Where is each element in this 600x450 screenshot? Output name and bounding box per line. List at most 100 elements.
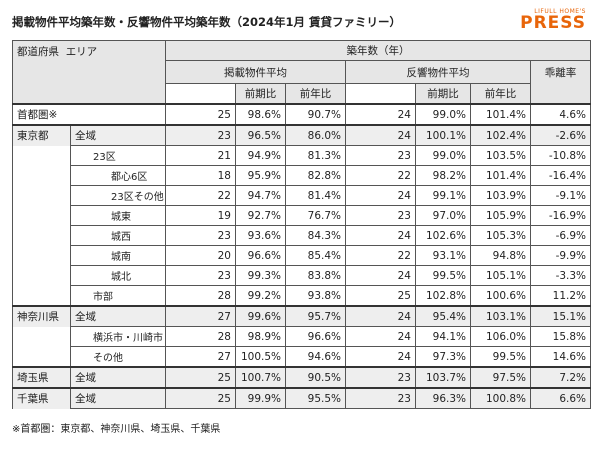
pref-cell [12, 326, 71, 347]
area-cell: 全域 [70, 387, 166, 409]
table-row: 千葉県 全域 25 99.9% 95.5% 23 96.3% 100.8% 6.6% [12, 387, 592, 409]
pref-cell [12, 145, 71, 166]
value-cell: 96.6% [285, 326, 346, 347]
value-cell: -2.6% [529, 124, 592, 146]
value-cell: 24 [345, 225, 416, 246]
value-cell: -10.8% [529, 145, 592, 166]
header-cell: 前年比 [470, 83, 531, 105]
value-cell: 98.6% [235, 103, 286, 126]
value-cell: 28 [165, 285, 236, 307]
value-cell: 100.8% [470, 387, 531, 409]
value-cell: 100.7% [235, 366, 286, 389]
value-cell: 98.2% [415, 165, 471, 186]
table-row: 城北 23 99.3% 83.8% 24 99.5% 105.1% -3.3% [12, 265, 592, 286]
value-cell: 15.1% [529, 305, 592, 327]
value-cell: 83.8% [285, 265, 346, 286]
value-cell: 93.8% [285, 285, 346, 307]
value-cell: 27 [165, 305, 236, 327]
value-cell: 102.8% [415, 285, 471, 307]
table-row: 城南 20 96.6% 85.4% 22 93.1% 94.8% -9.9% [12, 245, 592, 266]
value-cell: 25 [165, 366, 236, 389]
value-cell: 25 [165, 103, 236, 126]
header-cell: 前期比 [415, 83, 471, 105]
value-cell: 103.1% [470, 305, 531, 327]
value-cell: 93.1% [415, 245, 471, 266]
value-cell: 97.3% [415, 346, 471, 368]
value-cell: 23 [345, 145, 416, 166]
header-cell [345, 83, 416, 105]
value-cell: 101.4% [470, 103, 531, 126]
value-cell: 101.4% [470, 165, 531, 186]
logo-top: LIFULL HOME'S [534, 8, 586, 15]
header-cell: 築年数（年） [164, 40, 592, 61]
value-cell: 100.5% [235, 346, 286, 368]
area-cell: 23区その他 [70, 185, 166, 206]
pref-cell [12, 225, 71, 246]
value-cell: 103.5% [470, 145, 531, 166]
value-cell: 92.7% [235, 205, 286, 226]
value-cell: 6.6% [529, 387, 592, 409]
table-body: 首都圏※ 25 98.6% 90.7% 24 99.0% 101.4% 4.6% 東京都 全域 23… [12, 103, 592, 409]
table-row: 市部 28 99.2% 93.8% 25 102.8% 100.6% 11.2% [12, 285, 592, 307]
value-cell: 22 [165, 185, 236, 206]
value-cell: 24 [345, 346, 416, 368]
value-cell: 81.3% [285, 145, 346, 166]
footnote: ※首都圏：東京都、神奈川県、埼玉県、千葉県 [12, 424, 221, 435]
pref-cell [12, 205, 71, 226]
value-cell: 24 [345, 326, 416, 347]
value-cell: 93.6% [235, 225, 286, 246]
value-cell: 86.0% [285, 124, 346, 146]
value-cell: 84.3% [285, 225, 346, 246]
pref-cell [12, 165, 71, 186]
pref-cell: 神奈川県 [12, 305, 71, 327]
value-cell: 25 [345, 285, 416, 307]
value-cell: -9.9% [529, 245, 592, 266]
header-cell: 掲載物件平均 [165, 60, 346, 84]
pref-cell: 東京都 [12, 124, 71, 146]
value-cell: 24 [345, 124, 416, 146]
value-cell: 28 [165, 326, 236, 347]
value-cell: 85.4% [285, 245, 346, 266]
value-cell: 23 [345, 387, 416, 409]
value-cell: 23 [345, 205, 416, 226]
area-cell: 全域 [70, 366, 166, 389]
value-cell: 76.7% [285, 205, 346, 226]
value-cell: 94.7% [235, 185, 286, 206]
pref-cell: 埼玉県 [12, 366, 71, 388]
value-cell: 24 [345, 103, 416, 126]
value-cell: 23 [345, 366, 416, 389]
pref-cell [12, 185, 71, 206]
value-cell: 81.4% [285, 185, 346, 206]
pref-cell [12, 265, 71, 286]
area-cell: 城南 [70, 245, 166, 266]
table-row: 23区その他 22 94.7% 81.4% 24 99.1% 103.9% -9.1% [12, 185, 592, 206]
header-cell: 前年比 [285, 83, 346, 105]
header-cell: 都道府県 エリア [12, 40, 166, 105]
value-cell: 90.5% [285, 366, 346, 389]
value-cell: 105.3% [470, 225, 531, 246]
value-cell: 99.5% [470, 346, 531, 368]
title: 掲載物件平均築年数・反響物件平均築年数（2024年1月 賃貸ファミリー） [12, 15, 402, 29]
pref-cell [12, 346, 71, 367]
area-cell: 全域 [70, 305, 166, 327]
table-row: 23区 21 94.9% 81.3% 23 99.0% 103.5% -10.8% [12, 145, 592, 166]
value-cell: 25 [165, 387, 236, 409]
area-cell: 城北 [70, 265, 166, 286]
value-cell: 99.2% [235, 285, 286, 307]
table-row: 東京都 全域 23 96.5% 86.0% 24 100.1% 102.4% -2.6% [12, 124, 592, 146]
value-cell: 11.2% [529, 285, 592, 307]
value-cell: 106.0% [470, 326, 531, 347]
value-cell: 97.5% [470, 366, 531, 389]
area-cell: 横浜市・川崎市 [70, 326, 166, 347]
value-cell: 24 [345, 305, 416, 327]
value-cell: -9.1% [529, 185, 592, 206]
value-cell: 95.7% [285, 305, 346, 327]
header-text: エリア [65, 46, 98, 58]
area-cell: 市部 [70, 285, 166, 307]
value-cell: 19 [165, 205, 236, 226]
pref-cell [12, 285, 71, 306]
value-cell: 14.6% [529, 346, 592, 368]
value-cell: 94.9% [235, 145, 286, 166]
value-cell: 23 [165, 225, 236, 246]
